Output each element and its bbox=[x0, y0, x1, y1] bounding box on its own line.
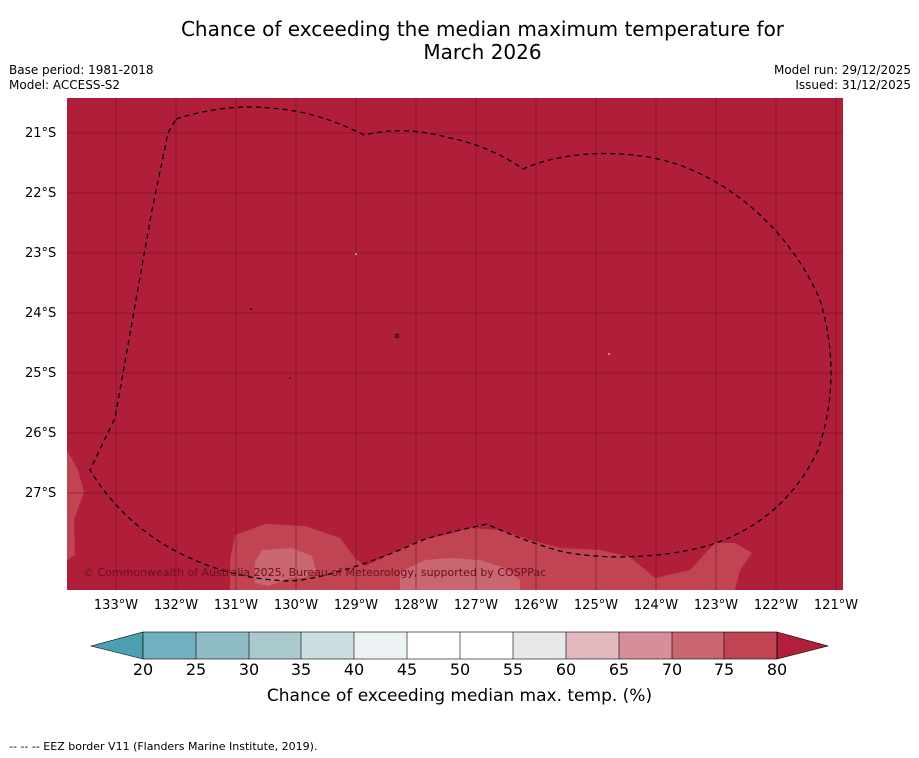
lon-label: 123°W bbox=[693, 598, 739, 613]
lat-label: 23°S bbox=[25, 246, 57, 261]
lon-label: 125°W bbox=[573, 598, 619, 613]
colorbar-bin-65-70 bbox=[619, 632, 672, 659]
lat-label: 22°S bbox=[25, 186, 57, 201]
field-patch-south-inner bbox=[255, 548, 316, 586]
lon-label: 126°W bbox=[513, 598, 559, 613]
colorbar-tick: 65 bbox=[608, 660, 630, 679]
colorbar-bin-45-50 bbox=[407, 632, 460, 659]
colorbar-tick: 50 bbox=[449, 660, 471, 679]
colorbar-tick: 45 bbox=[396, 660, 418, 679]
map-field bbox=[67, 98, 843, 590]
model-name: Model: ACCESS-S2 bbox=[9, 78, 121, 92]
map-title-line2: March 2026 bbox=[423, 40, 542, 64]
colorbar-tick: 75 bbox=[713, 660, 735, 679]
lat-label: 25°S bbox=[25, 366, 57, 381]
lon-label: 128°W bbox=[393, 598, 439, 613]
lat-label: 24°S bbox=[25, 306, 57, 321]
colorbar-bin-50-55 bbox=[460, 632, 513, 659]
field-patch-left bbox=[67, 450, 84, 560]
lon-label: 122°W bbox=[753, 598, 799, 613]
island-dot bbox=[355, 253, 357, 255]
lat-label: 26°S bbox=[25, 426, 57, 441]
island-dot bbox=[289, 377, 291, 379]
colorbar-tick: 55 bbox=[502, 660, 524, 679]
lon-label: 132°W bbox=[153, 598, 199, 613]
colorbar-outline bbox=[142, 631, 778, 660]
island-dot bbox=[608, 353, 610, 355]
colorbar-bin-35-40 bbox=[301, 632, 354, 659]
lon-label: 131°W bbox=[213, 598, 259, 613]
lon-label: 121°W bbox=[813, 598, 859, 613]
base-period: Base period: 1981-2018 bbox=[9, 63, 154, 77]
colorbar-tick: 80 bbox=[766, 660, 788, 679]
meta-left: Base period: 1981-2018 Model: ACCESS-S2 bbox=[9, 63, 154, 93]
issued-date: Issued: 31/12/2025 bbox=[795, 78, 911, 92]
lat-label: 21°S bbox=[25, 126, 57, 141]
colorbar-tick: 35 bbox=[290, 660, 312, 679]
lon-label: 127°W bbox=[453, 598, 499, 613]
model-run: Model run: 29/12/2025 bbox=[773, 63, 911, 77]
colorbar-bin-40-45 bbox=[354, 632, 407, 659]
island-dot bbox=[250, 308, 252, 310]
copyright-note: © Commonwealth of Australia 2025, Bureau… bbox=[83, 566, 547, 579]
colorbar-tick: 40 bbox=[343, 660, 365, 679]
lat-label: 27°S bbox=[25, 486, 57, 501]
lat-gridlines bbox=[67, 132, 843, 494]
colorbar-bin-30-35 bbox=[249, 632, 301, 659]
colorbar-extend-low bbox=[89, 631, 144, 660]
map-title: Chance of exceeding the median maximum t… bbox=[0, 18, 919, 64]
colorbar-tick: 70 bbox=[661, 660, 683, 679]
colorbar-title: Chance of exceeding median max. temp. (%… bbox=[266, 686, 653, 706]
meta-right: Model run: 29/12/2025 Issued: 31/12/2025 bbox=[774, 63, 911, 93]
field-patch-south-inner2 bbox=[400, 558, 520, 590]
colorbar-bin-75-80 bbox=[724, 632, 777, 659]
colorbar-bin-60-65 bbox=[566, 632, 619, 659]
lon-label: 129°W bbox=[333, 598, 379, 613]
colorbar-extend-high bbox=[776, 631, 830, 660]
colorbar-bin-25-30 bbox=[196, 632, 249, 659]
lon-gridlines bbox=[115, 98, 837, 590]
map-title-line1: Chance of exceeding the median maximum t… bbox=[180, 17, 785, 41]
lon-label: 124°W bbox=[633, 598, 679, 613]
eez-border bbox=[89, 106, 832, 582]
colorbar-tick: 60 bbox=[555, 660, 577, 679]
colorbar-bin-70-75 bbox=[672, 632, 724, 659]
colorbar-bin-55-60 bbox=[513, 632, 566, 659]
colorbar-tick: 25 bbox=[185, 660, 207, 679]
lon-label: 133°W bbox=[93, 598, 139, 613]
colorbar-dividers bbox=[195, 632, 725, 659]
island-dot bbox=[394, 333, 400, 339]
eez-footnote: -- -- -- EEZ border V11 (Flanders Marine… bbox=[9, 740, 318, 753]
colorbar-tick: 30 bbox=[238, 660, 260, 679]
colorbar-bin-20-25 bbox=[143, 632, 196, 659]
field-patch-south bbox=[230, 524, 752, 590]
colorbar bbox=[89, 631, 830, 660]
colorbar-tick: 20 bbox=[132, 660, 154, 679]
lon-label: 130°W bbox=[273, 598, 319, 613]
